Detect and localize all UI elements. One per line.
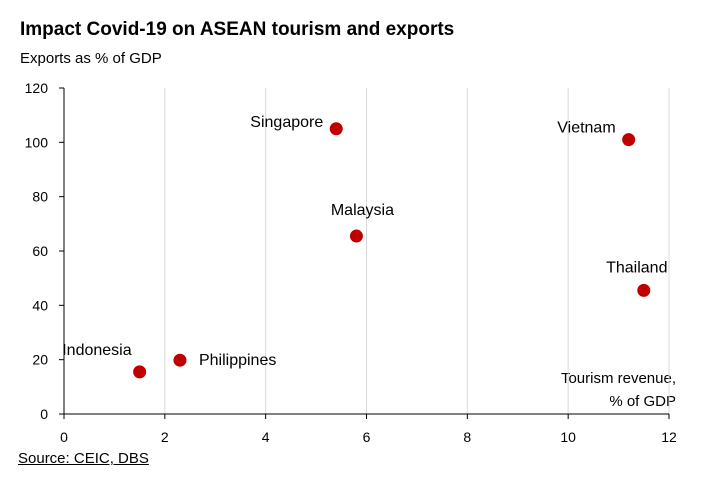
data-point-vietnam xyxy=(622,133,636,147)
x-tick-label: 6 xyxy=(363,429,371,445)
x-tick-label: 4 xyxy=(262,429,270,445)
y-tick-label: 40 xyxy=(32,297,48,313)
y-axis-title: Exports as % of GDP xyxy=(20,50,162,67)
data-point-thailand xyxy=(637,283,651,297)
y-tick-label: 80 xyxy=(32,189,48,205)
y-tick-label: 20 xyxy=(32,352,48,368)
x-tick-label: 0 xyxy=(60,429,68,445)
x-tick-label: 10 xyxy=(560,429,576,445)
x-axis-title-line-2: % of GDP xyxy=(609,393,676,410)
x-tick-label: 8 xyxy=(463,429,471,445)
y-tick-label: 60 xyxy=(32,243,48,259)
data-label-philippines: Philippines xyxy=(199,352,276,369)
data-label-indonesia: Indonesia xyxy=(62,342,131,359)
y-tick-label: 120 xyxy=(25,80,49,96)
data-label-thailand: Thailand xyxy=(606,259,667,276)
data-point-singapore xyxy=(329,122,343,136)
data-label-vietnam: Vietnam xyxy=(557,120,615,137)
x-axis-title-line-1: Tourism revenue, xyxy=(561,370,676,387)
data-point-indonesia xyxy=(133,365,147,379)
data-point-philippines xyxy=(173,353,187,367)
data-label-malaysia: Malaysia xyxy=(331,202,394,219)
data-point-malaysia xyxy=(349,229,363,243)
chart-title: Impact Covid-19 on ASEAN tourism and exp… xyxy=(20,19,455,40)
x-tick-label: 12 xyxy=(661,429,677,445)
data-label-singapore: Singapore xyxy=(250,114,323,131)
y-tick-label: 0 xyxy=(40,406,48,422)
y-tick-label: 100 xyxy=(25,134,49,150)
x-tick-label: 2 xyxy=(161,429,169,445)
source-note: Source: CEIC, DBS xyxy=(18,450,149,467)
